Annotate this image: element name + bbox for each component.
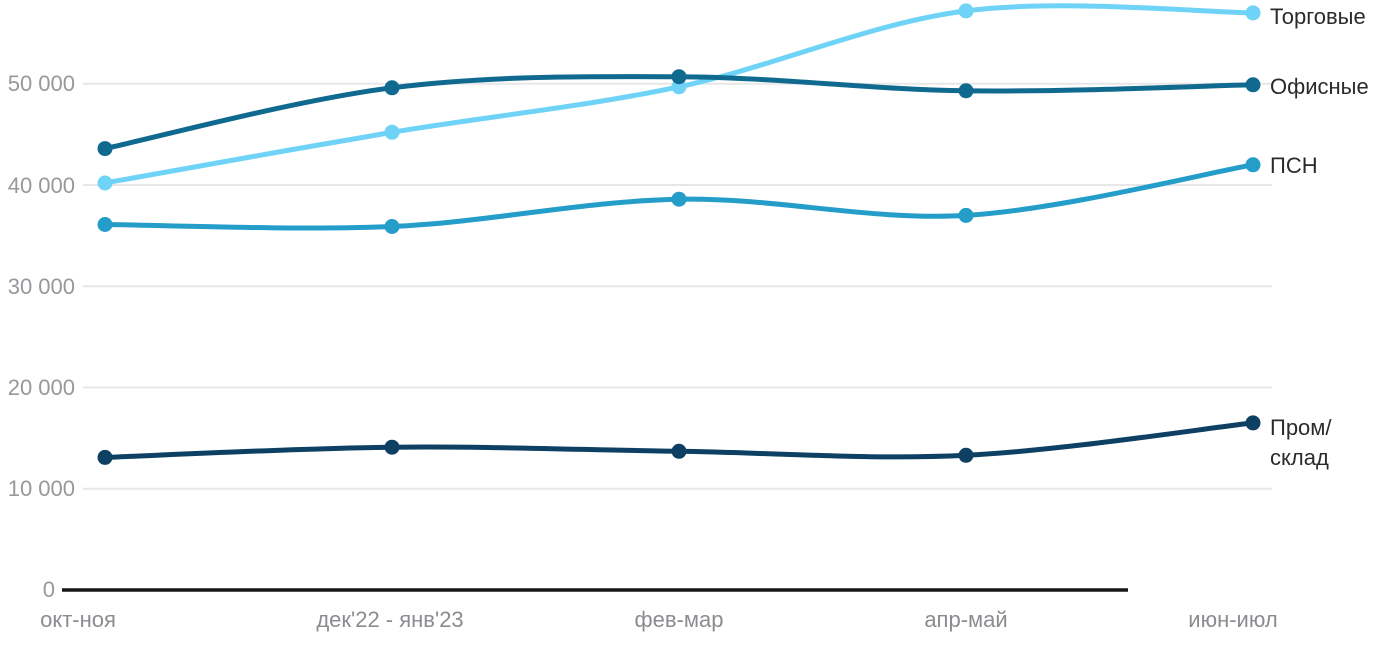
series-point-psn-2 [671,191,687,207]
x-axis-label-iyun-iyul: июн-июл [1188,607,1278,632]
series-point-psn-4 [1245,157,1261,173]
series-point-torgovye-4 [1245,5,1261,21]
series-point-prom-sklad-1 [384,439,400,455]
series-point-ofisnye-1 [384,80,400,96]
series-point-torgovye-0 [97,175,113,191]
x-axis-label-okt-noya: окт-ноя [40,607,116,632]
series-point-torgovye-3 [958,3,974,19]
y-axis-label-50000: 50 000 [7,71,75,96]
x-axis-label-apr-may: апр-май [924,607,1008,632]
y-axis-label-30000: 30 000 [7,274,75,299]
y-axis-label-10000: 10 000 [7,476,75,501]
series-point-prom-sklad-0 [97,449,113,465]
series-point-ofisnye-3 [958,83,974,99]
series-line-torgovye [102,3,1256,186]
series-point-prom-sklad-3 [958,447,974,463]
legend-label-prom-sklad: Пром/ склад [1270,413,1332,473]
y-axis-label-40000: 40 000 [7,173,75,198]
x-axis-label-dek-yanv: дек'22 - янв'23 [316,607,464,632]
legend-label-prom-line2: склад [1270,445,1329,470]
legend-label-psn: ПСН [1270,153,1318,178]
series-point-psn-1 [384,219,400,234]
y-axis-label-0: 0 [42,577,55,602]
series-point-psn-3 [958,207,974,223]
series-point-prom-sklad-2 [671,443,687,459]
legend-label-prom-line1: Пром/ [1270,415,1332,440]
series-point-ofisnye-4 [1245,77,1261,93]
legend-label-torgovye: Торговые [1270,4,1366,29]
y-axis-label-20000: 20 000 [7,375,75,400]
series-point-ofisnye-2 [671,69,687,85]
x-axis-label-fev-mar: фев-мар [634,607,724,632]
legend-label-ofisnye: Офисные [1270,74,1369,99]
series-point-prom-sklad-4 [1245,415,1261,431]
series-point-psn-0 [97,217,113,232]
series-point-torgovye-1 [384,124,400,140]
series-point-ofisnye-0 [97,141,113,157]
